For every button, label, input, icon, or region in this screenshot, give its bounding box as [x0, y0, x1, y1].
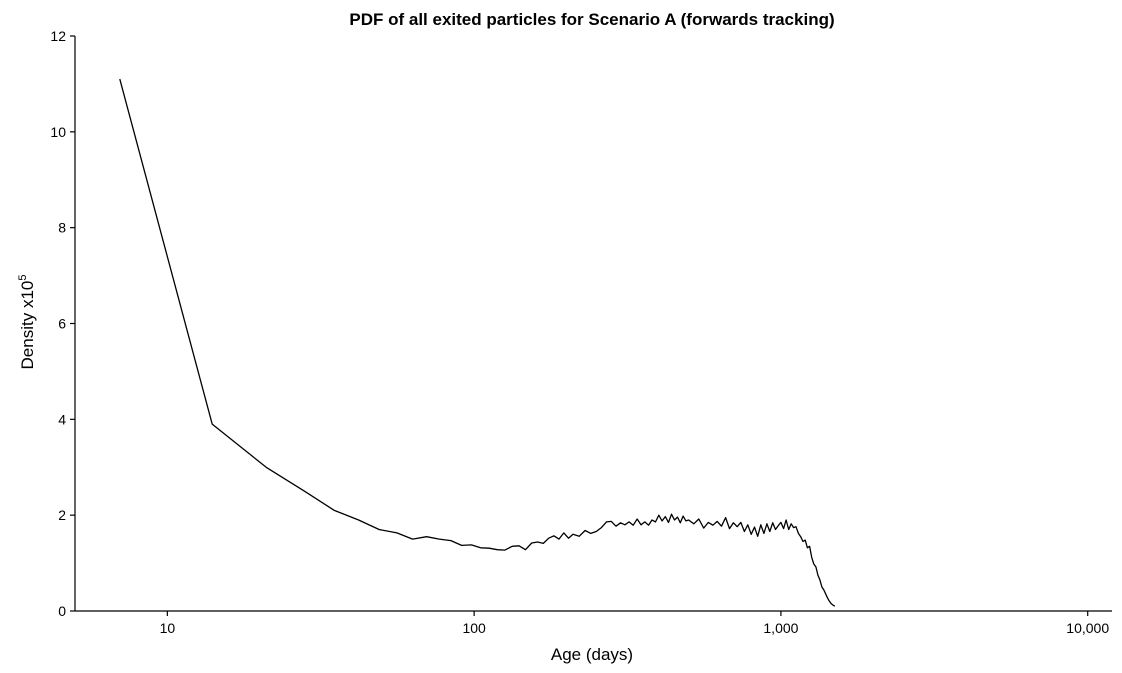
y-axis-title: Density x105	[17, 275, 37, 370]
y-tick-label: 4	[58, 411, 66, 427]
x-tick-label: 10,000	[1066, 620, 1109, 636]
y-tick-label: 0	[58, 603, 66, 619]
y-tick-label: 12	[50, 28, 66, 44]
y-tick-label: 8	[58, 220, 66, 236]
y-axis-title-main: Density x10	[18, 281, 37, 370]
x-axis-title: Age (days)	[551, 645, 633, 664]
x-tick-label: 100	[462, 620, 486, 636]
y-tick-label: 10	[50, 124, 66, 140]
x-tick-label: 10	[160, 620, 176, 636]
y-axis-title-exponent: 5	[17, 275, 29, 281]
x-tick-label: 1,000	[763, 620, 798, 636]
plot-area: 0 2 4 6 8 10 12 10 100 1,000 10,000	[50, 28, 1112, 636]
y-tick-label: 2	[58, 507, 66, 523]
series-line	[119, 78, 836, 607]
y-tick-label: 6	[58, 316, 66, 332]
chart-title: PDF of all exited particles for Scenario…	[349, 10, 834, 29]
